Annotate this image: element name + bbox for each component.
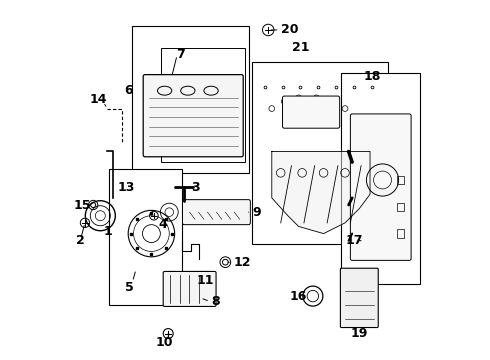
Bar (397, 203, 404, 211)
Text: 21: 21 (292, 41, 309, 54)
Text: 4: 4 (159, 218, 167, 231)
Text: 6: 6 (124, 84, 133, 97)
Text: 5: 5 (124, 281, 133, 294)
Text: 13: 13 (117, 181, 134, 194)
Text: 16: 16 (289, 289, 307, 303)
Text: 2: 2 (75, 234, 84, 247)
FancyBboxPatch shape (341, 268, 378, 328)
Text: 11: 11 (197, 274, 214, 287)
Text: 12: 12 (233, 256, 251, 269)
Polygon shape (272, 152, 370, 234)
Text: 17: 17 (345, 234, 363, 247)
Text: 20: 20 (281, 23, 298, 36)
Text: 7: 7 (176, 49, 185, 62)
Bar (132, 26, 248, 173)
FancyBboxPatch shape (143, 75, 243, 157)
Bar (397, 229, 404, 238)
Text: 14: 14 (89, 93, 106, 106)
FancyBboxPatch shape (182, 200, 250, 225)
Bar (397, 176, 404, 184)
Text: 18: 18 (363, 70, 381, 83)
Text: 1: 1 (103, 225, 112, 238)
Text: 8: 8 (211, 295, 220, 308)
Bar (161, 48, 245, 162)
FancyBboxPatch shape (163, 271, 216, 306)
Text: 15: 15 (74, 198, 91, 212)
FancyBboxPatch shape (350, 114, 411, 260)
Text: 3: 3 (191, 181, 199, 194)
FancyBboxPatch shape (283, 96, 340, 128)
Bar (109, 169, 182, 305)
Bar (342, 73, 420, 284)
Bar (252, 62, 388, 244)
Text: 9: 9 (252, 206, 261, 219)
Text: 10: 10 (156, 336, 173, 349)
Text: 19: 19 (351, 327, 368, 340)
